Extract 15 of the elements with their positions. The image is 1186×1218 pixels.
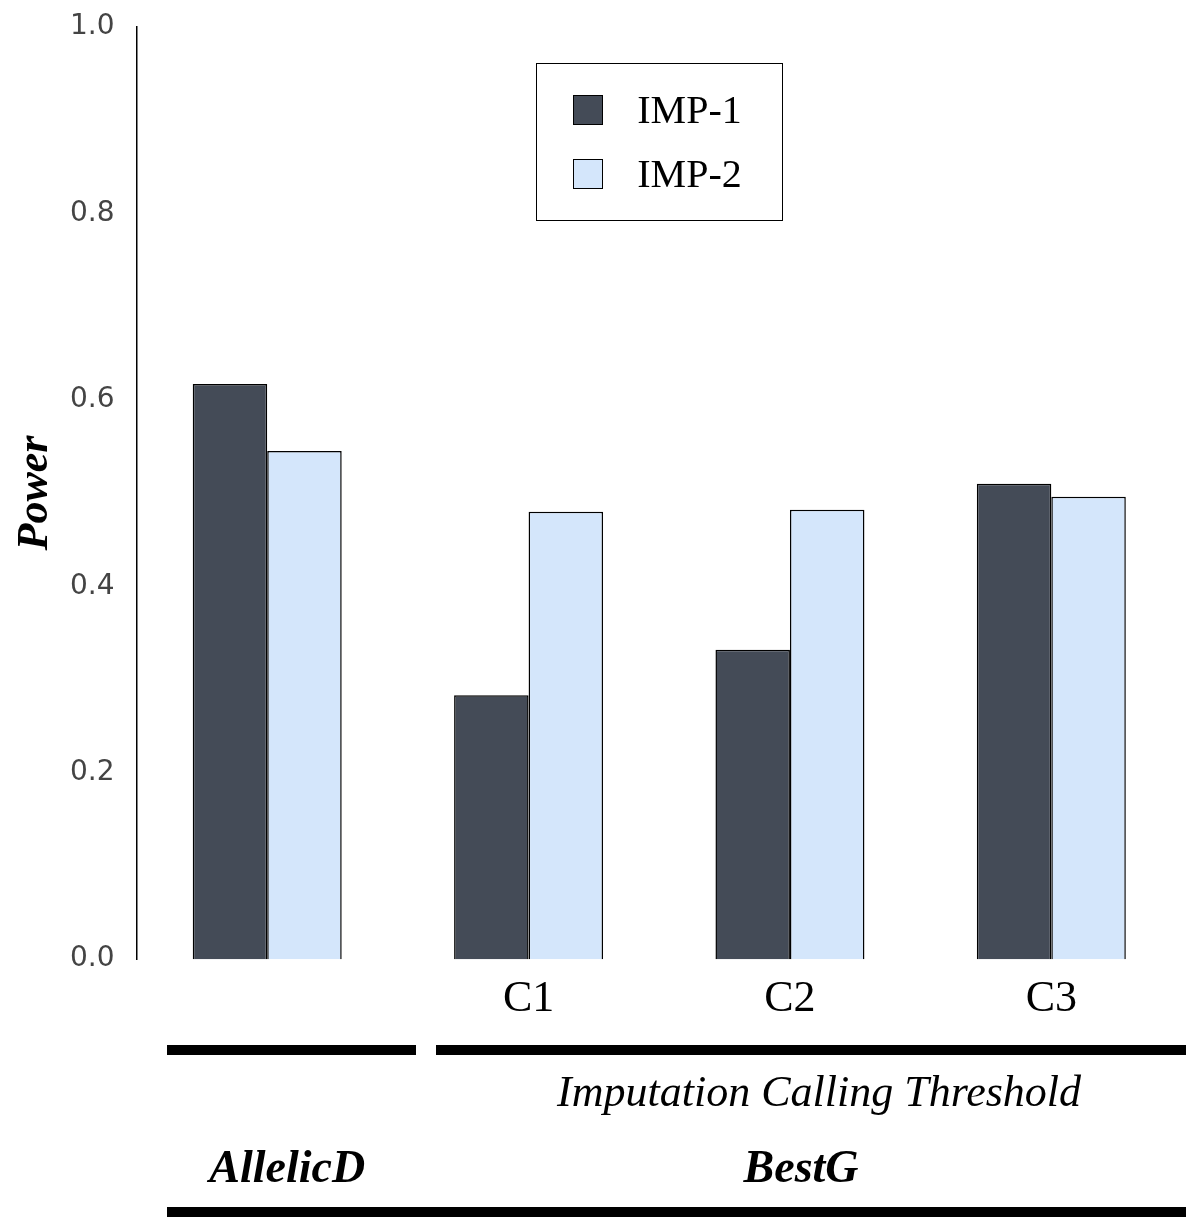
text: BestG <box>743 1140 859 1193</box>
legend-label: IMP-1 <box>637 86 742 134</box>
x-tick-label: C3 <box>1025 972 1077 1022</box>
text: Imputation Calling Threshold <box>557 1066 1082 1117</box>
y-tick-label: 1.0 <box>70 8 115 42</box>
text: AllelicD <box>209 1140 366 1193</box>
y-tick-label: 0.8 <box>70 194 115 228</box>
y-tick-label: 0.2 <box>70 754 115 787</box>
y-tick-label: 0.6 <box>70 381 115 415</box>
x-tick-label: C2 <box>764 972 816 1022</box>
y-tick-label: 0.0 <box>70 940 115 974</box>
x-tick-label: C1 <box>502 972 555 1022</box>
y-axis-title: Power <box>6 435 58 551</box>
y-tick-label: 0.4 <box>70 567 115 601</box>
legend-label: IMP-2 <box>637 150 742 198</box>
